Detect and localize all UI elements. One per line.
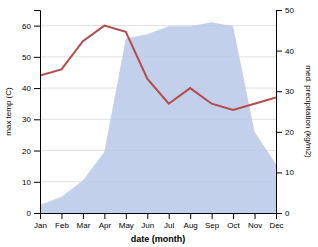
tick-label: Feb (55, 221, 69, 230)
tick-mark (147, 213, 148, 219)
tick: Jun (141, 213, 154, 230)
tick-mark (276, 132, 282, 133)
tick-mark (190, 213, 191, 219)
tick: Apr (99, 213, 112, 230)
tick-label: 30 (285, 87, 294, 96)
chart: JanFebMarAprMayJunJulAugSepOctNovDec0102… (0, 0, 318, 247)
chart-container: JanFebMarAprMayJunJulAugSepOctNovDec0102… (0, 0, 318, 247)
tick: Aug (184, 213, 198, 230)
tick: 50 (22, 53, 40, 62)
x-axis-title: date (month) (131, 234, 186, 244)
tick-mark (34, 151, 40, 152)
tick-mark (126, 213, 127, 219)
tick: 10 (22, 178, 40, 187)
tick-label: Jun (141, 221, 154, 230)
tick-label: 50 (285, 6, 294, 15)
tick-mark (34, 26, 40, 27)
tick-label: 20 (22, 147, 31, 156)
line (40, 26, 276, 110)
tick: Jul (164, 213, 174, 230)
marks (40, 22, 276, 213)
tick: 30 (22, 115, 40, 124)
tick-mark (61, 213, 62, 219)
tick-mark (212, 213, 213, 219)
tick-label: Jan (34, 221, 47, 230)
tick-label: Nov (248, 221, 262, 230)
y-axis: 0 10 20 30 40 50 60 (22, 11, 40, 219)
tick-mark (233, 213, 234, 219)
tick-label: Mar (77, 221, 91, 230)
axis-line (277, 11, 283, 214)
tick: 20 (22, 147, 40, 156)
tick-label: 60 (22, 22, 31, 31)
tick-mark (276, 91, 282, 92)
tick-label: May (119, 221, 134, 230)
tick-label: 40 (22, 84, 31, 93)
axis-line (41, 214, 277, 220)
tick-label: 30 (22, 115, 31, 124)
y2-axis-title: med. precipitation (kg/m2) (304, 65, 313, 158)
tick-label: 50 (22, 53, 31, 62)
axis-line (34, 11, 41, 214)
tick-label: Oct (227, 221, 240, 230)
tick: Oct (227, 213, 240, 230)
tick-mark (34, 88, 40, 89)
tick-mark (276, 213, 282, 214)
tick: Sep (205, 213, 220, 230)
tick-label: 0 (285, 209, 290, 218)
tick: 0 (276, 209, 290, 218)
area (40, 22, 276, 213)
tick: 10 (276, 168, 294, 177)
y-axis-title: max temp (C) (4, 87, 13, 136)
tick-label: Sep (205, 221, 220, 230)
tick-label: 10 (285, 168, 294, 177)
tick: 30 (276, 87, 294, 96)
tick-label: 20 (285, 128, 294, 137)
grid-line (40, 25, 276, 26)
tick-mark (276, 10, 282, 11)
tick: 40 (276, 47, 294, 56)
tick: May (119, 213, 134, 230)
tick-label: Apr (99, 221, 112, 230)
tick: Jan (34, 213, 47, 230)
y2-axis: 0 10 20 30 40 50 (276, 6, 294, 218)
tick: 20 (276, 128, 294, 137)
plot-area: JanFebMarAprMayJunJulAugSepOctNovDec0102… (22, 6, 294, 230)
tick-mark (169, 213, 170, 219)
tick: 50 (276, 6, 294, 15)
tick: 40 (22, 84, 40, 93)
tick-mark (34, 213, 40, 214)
tick-mark (104, 213, 105, 219)
tick-mark (34, 119, 40, 120)
tick: Feb (55, 213, 69, 230)
tick-mark (276, 172, 282, 173)
tick: Dec (269, 213, 283, 230)
tick-label: 10 (22, 178, 31, 187)
tick-label: Jul (164, 221, 174, 230)
tick-label: Aug (184, 221, 198, 230)
tick: 0 (27, 209, 40, 218)
tick-label: 40 (285, 47, 294, 56)
tick-label: Dec (269, 221, 283, 230)
tick-mark (34, 182, 40, 183)
tick-mark (34, 57, 40, 58)
tick-mark (83, 213, 84, 219)
tick: Mar (77, 213, 91, 230)
tick-mark (255, 213, 256, 219)
tick-label: 0 (27, 209, 32, 218)
tick: Nov (248, 213, 262, 230)
x-axis: Jan Feb Mar Apr May Jun Jul Aug Sep Oct Nov Dec (34, 213, 284, 230)
tick: 60 (22, 22, 40, 31)
tick-mark (276, 51, 282, 52)
